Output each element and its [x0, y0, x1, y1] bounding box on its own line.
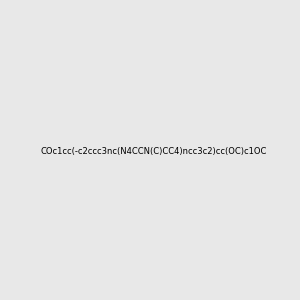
Text: COc1cc(-c2ccc3nc(N4CCN(C)CC4)ncc3c2)cc(OC)c1OC: COc1cc(-c2ccc3nc(N4CCN(C)CC4)ncc3c2)cc(O…	[40, 147, 267, 156]
